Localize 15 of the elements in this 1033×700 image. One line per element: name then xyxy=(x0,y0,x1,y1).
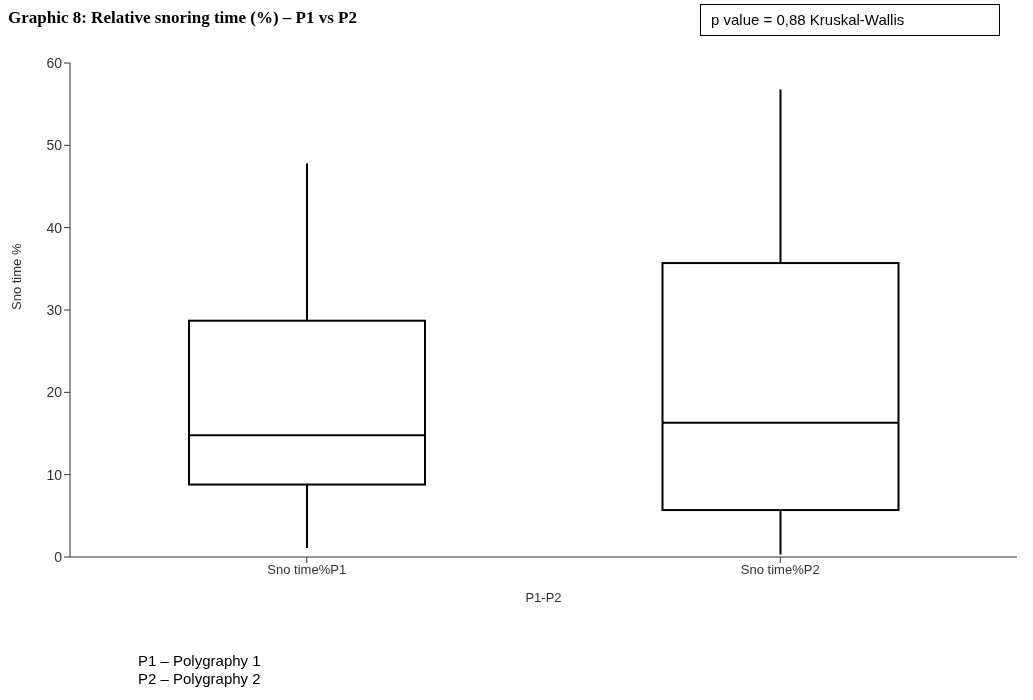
y-axis-title: Sno time % xyxy=(8,243,24,310)
y-tick-label: 20 xyxy=(46,384,63,401)
text: P2 – Polygraphy 2 xyxy=(138,670,261,688)
y-tick-label: 50 xyxy=(46,137,63,154)
y-tick-label: 30 xyxy=(46,301,63,318)
x-tick-label: Sno time%P1 xyxy=(267,562,347,578)
text: P1 – Polygraphy 1 xyxy=(138,652,261,670)
y-tick-label: 60 xyxy=(46,54,63,71)
chart-title: Graphic 8: Relative snoring time (%) – P1 vs P2 xyxy=(8,8,357,28)
y-tick-label: 10 xyxy=(46,466,63,483)
y-tick-label: 0 xyxy=(54,548,63,565)
x-axis-title: P1-P2 xyxy=(525,590,562,605)
text: p value = 0,88 Kruskal-Wallis xyxy=(700,4,1000,36)
y-tick-label: 40 xyxy=(46,219,63,236)
x-tick-label: Sno time%P2 xyxy=(740,562,820,578)
